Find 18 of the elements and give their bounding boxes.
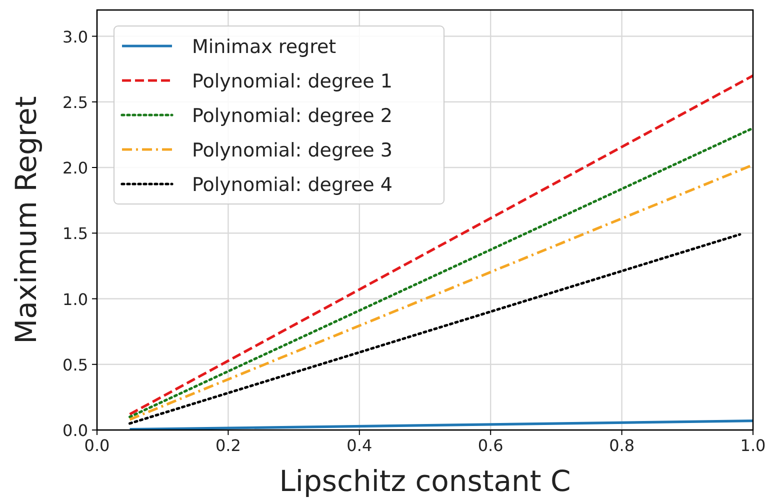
y-tick-label: 0.5 bbox=[62, 355, 88, 374]
legend-label: Polynomial: degree 4 bbox=[192, 174, 392, 196]
legend-label: Polynomial: degree 1 bbox=[192, 70, 392, 92]
legend-label: Polynomial: degree 2 bbox=[192, 105, 392, 127]
legend-label: Minimax regret bbox=[192, 36, 336, 58]
x-tick-label: 1.0 bbox=[740, 436, 766, 455]
x-axis-title: Lipschitz constant C bbox=[279, 464, 571, 498]
y-tick-label: 1.5 bbox=[62, 224, 88, 244]
y-tick-label: 1.0 bbox=[62, 290, 88, 309]
y-tick-label: 2.0 bbox=[62, 158, 88, 178]
x-tick-label: 0.4 bbox=[346, 436, 372, 455]
x-tick-label: 0.2 bbox=[215, 436, 241, 455]
y-tick-label: 3.0 bbox=[62, 27, 88, 46]
y-tick-label: 2.5 bbox=[62, 92, 88, 112]
x-tick-label: 0.8 bbox=[609, 436, 635, 455]
legend-label: Polynomial: degree 3 bbox=[192, 140, 392, 162]
x-tick-label: 0.6 bbox=[478, 436, 504, 455]
y-axis-title: Maximum Regret bbox=[9, 96, 43, 344]
